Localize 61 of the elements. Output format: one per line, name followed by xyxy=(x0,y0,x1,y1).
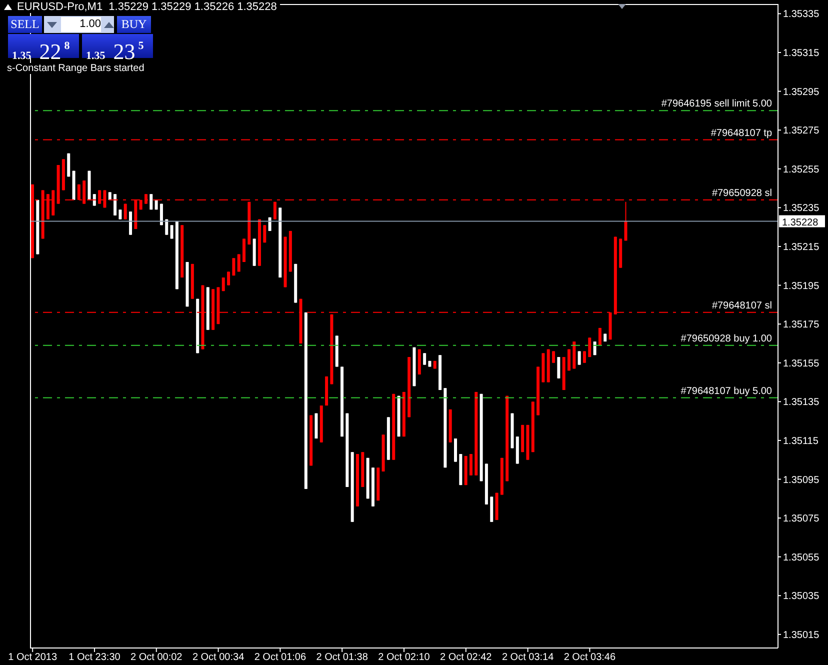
y-tick-label: 1.35235 xyxy=(783,203,820,214)
chart-title: EURUSD-Pro,M1 1.35229 1.35229 1.35226 1.35228 xyxy=(17,0,277,12)
x-tick-label: 1 Oct 23:30 xyxy=(68,652,121,663)
number-field: 1.00 xyxy=(44,16,114,33)
x-tick-label: 2 Oct 01:38 xyxy=(316,652,368,663)
ref-line-label: #79650928 sl xyxy=(712,188,772,199)
annotation: SELL xyxy=(8,16,42,33)
candlestick xyxy=(118,209,122,220)
ref-line-label: #79648107 buy 5.00 xyxy=(680,386,772,397)
y-tick-label: 1.35015 xyxy=(783,630,820,641)
ref-line-label: 1.35228 xyxy=(782,217,819,228)
candlestick xyxy=(582,350,586,364)
x-tick-label: 2 Oct 02:10 xyxy=(378,652,430,663)
y-tick-label: 1.35215 xyxy=(783,242,820,254)
y-tick-label: 1.35295 xyxy=(783,86,820,98)
y-tick-label: 1.35275 xyxy=(783,126,820,137)
candlestick xyxy=(232,258,236,276)
x-tick-label: 2 Oct 00:34 xyxy=(192,652,245,663)
y-tick-label: 1.35055 xyxy=(783,552,820,564)
annotation: 1.00 xyxy=(61,17,101,32)
candlestick xyxy=(423,352,426,366)
candlestick xyxy=(124,203,127,220)
ref-line-label: #79648107 sl xyxy=(712,300,772,312)
annotation: BUY xyxy=(117,16,151,33)
candlestick xyxy=(222,277,225,292)
y-tick-label: 1.35075 xyxy=(783,514,820,525)
candlestick xyxy=(170,224,174,240)
x-tick-label: 2 Oct 02:42 xyxy=(440,652,492,663)
y-tick-label: 1.35095 xyxy=(783,474,820,486)
ref-line-label: #79648107 tp xyxy=(710,128,772,139)
y-tick-label: 1.35315 xyxy=(783,48,820,60)
y-tick-label: 1.35175 xyxy=(783,320,820,331)
candlestick xyxy=(273,201,276,220)
y-tick-label: 1.35115 xyxy=(783,436,819,447)
x-tick-label: 2 Oct 03:46 xyxy=(564,652,616,663)
candlestick xyxy=(114,194,117,216)
candlestick xyxy=(588,337,592,358)
y-tick-label: 1.35035 xyxy=(783,591,820,602)
candlestick xyxy=(263,224,266,244)
y-tick-label: 1.35255 xyxy=(783,164,820,176)
candlestick xyxy=(552,350,556,364)
candlestick xyxy=(165,218,168,236)
candlestick xyxy=(469,454,472,476)
ref-line-label: #79650928 buy 1.00 xyxy=(680,333,772,344)
x-tick-label: 2 Oct 00:02 xyxy=(130,652,183,663)
candlestick xyxy=(624,201,628,242)
y-tick-label: 1.35155 xyxy=(783,358,820,370)
candlestick xyxy=(578,350,581,366)
y-tick-label: 1.35195 xyxy=(783,280,820,292)
y-tick-label: 1.35335 xyxy=(783,9,820,20)
y-tick-label: 1.35135 xyxy=(783,397,820,408)
x-tick-label: 2 Oct 01:06 xyxy=(254,652,306,663)
candlestick xyxy=(129,211,132,236)
x-tick-label: 2 Oct 03:14 xyxy=(502,652,554,663)
candlestick xyxy=(150,194,153,210)
candlestick xyxy=(237,254,240,272)
annotation: s-Constant Range Bars started xyxy=(7,63,144,74)
ref-line-label: #79646195 sell limit 5.00 xyxy=(661,98,772,110)
x-tick-label: 1 Oct 2013 xyxy=(8,652,58,663)
candlestick xyxy=(557,356,560,379)
candlestick xyxy=(227,271,230,286)
